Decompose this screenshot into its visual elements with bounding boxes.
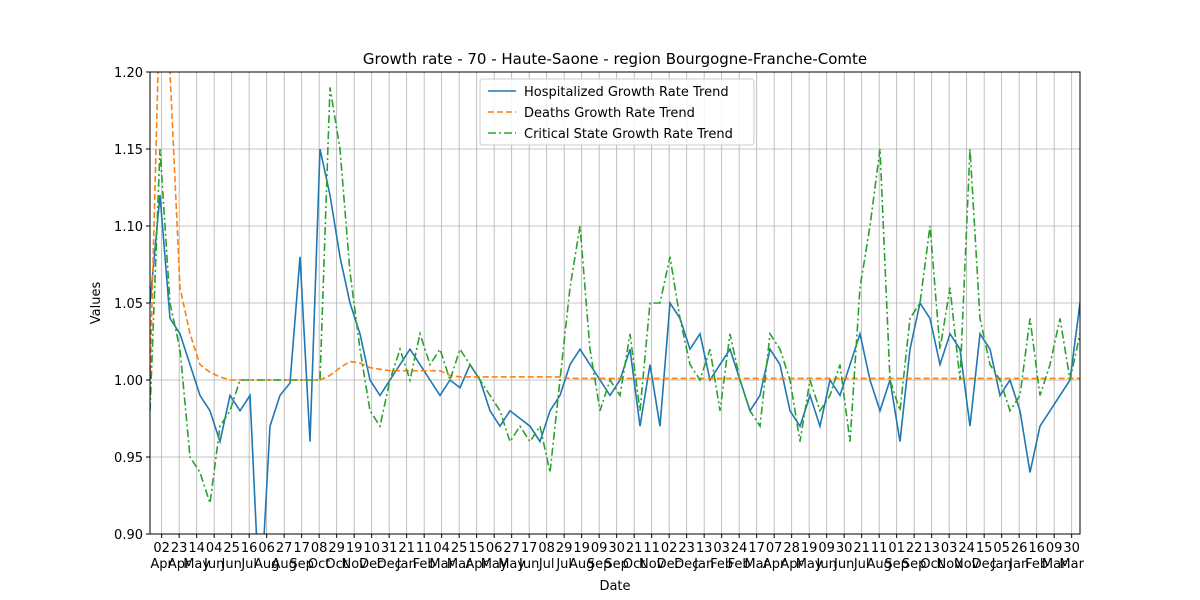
x-tick-label: 03 Nov xyxy=(936,541,962,572)
x-tick-label: 27 May xyxy=(498,541,525,572)
x-tick-label: 23 Apr xyxy=(168,541,191,572)
x-tick-label: 17 Jun xyxy=(518,541,539,572)
x-tick-label: 22 Sep xyxy=(902,541,927,572)
x-axis-label: Date xyxy=(599,579,630,594)
x-tick-label: 11 Nov xyxy=(639,541,665,572)
x-tick-label: 05 Jan xyxy=(991,541,1012,572)
x-tick-label: 17 Mar xyxy=(744,541,769,572)
x-tick-label: 21 Jul xyxy=(853,541,870,572)
y-tick-label: 1.10 xyxy=(114,220,143,235)
x-tick-label: 30 Mar xyxy=(1059,541,1084,572)
x-tick-label: 24 Nov xyxy=(954,541,980,572)
x-tick-label: 24 Feb xyxy=(728,541,751,572)
x-tick-label: 09 Jun xyxy=(816,541,837,572)
x-tick-label: 31 Dec xyxy=(377,541,402,572)
x-tick-label: 25 Mar xyxy=(447,541,472,572)
x-tick-label: 19 Aug xyxy=(569,541,594,572)
x-tick-label: 01 Sep xyxy=(884,541,909,572)
y-tick-label: 0.90 xyxy=(114,528,143,543)
legend-box xyxy=(479,78,755,146)
x-tick-label: 11 Aug xyxy=(866,541,891,572)
x-tick-label: 30 Sep xyxy=(604,541,629,572)
x-tick-label: 02 Apr xyxy=(150,541,173,572)
y-axis-label: Values xyxy=(89,282,104,325)
legend-label: Hospitalized Growth Rate Trend xyxy=(524,85,729,100)
x-tick-label: 06 May xyxy=(481,541,508,572)
x-tick-label: 04 Jun xyxy=(203,541,224,572)
x-tick-label: 15 Apr xyxy=(465,541,488,572)
x-tick-label: 28 Apr xyxy=(780,541,803,572)
x-tick-label: 15 Dec xyxy=(972,541,997,572)
y-tick-label: 1.05 xyxy=(114,297,143,312)
x-tick-label: 08 Oct xyxy=(308,541,330,572)
x-tick-label: 29 Oct xyxy=(325,541,347,572)
legend: Hospitalized Growth Rate Trend Deaths Gro… xyxy=(479,78,755,146)
x-tick-label: 13 Oct xyxy=(920,541,942,572)
x-tick-label: 08 Jul xyxy=(538,541,555,572)
x-tick-label: 13 Jan xyxy=(693,541,714,572)
plot-lines xyxy=(150,72,1080,534)
x-tick-label: 16 Feb xyxy=(1025,541,1048,572)
x-tick-label: 26 Jan xyxy=(1008,541,1029,572)
x-tick-label: 04 Mar xyxy=(429,541,454,572)
legend-label: Deaths Growth Rate Trend xyxy=(524,106,695,121)
plot-frame xyxy=(149,71,1081,535)
x-tick-label: 23 Dec xyxy=(674,541,699,572)
series-line xyxy=(150,72,1080,381)
x-tick-label: 07 Apr xyxy=(763,541,786,572)
x-tick-label: 03 Feb xyxy=(710,541,733,572)
x-tick-label: 27 Aug xyxy=(271,541,296,572)
series-line xyxy=(150,87,1080,504)
x-tick-label: 21 Oct xyxy=(623,541,645,572)
y-tick-label: 1.15 xyxy=(114,143,143,158)
x-tick-label: 19 May xyxy=(796,541,823,572)
y-tick-label: 1.20 xyxy=(114,66,143,81)
x-tick-label: 17 Sep xyxy=(289,541,314,572)
x-tick-label: 30 Jun xyxy=(833,541,854,572)
x-tick-label: 16 Jul xyxy=(240,541,257,572)
x-tick-label: 21 Jan xyxy=(396,541,417,572)
x-tick-label: 29 Jul xyxy=(555,541,572,572)
x-tick-label: 11 Feb xyxy=(413,541,436,572)
x-tick-label: 10 Dec xyxy=(359,541,384,572)
chart-title: Growth rate - 70 - Haute-Saone - region … xyxy=(363,50,867,68)
x-tick-label: 14 May xyxy=(183,541,210,572)
y-tick-label: 1.00 xyxy=(114,374,143,389)
x-tick-label: 09 Mar xyxy=(1042,541,1067,572)
x-tick-label: 06 Aug xyxy=(254,541,279,572)
x-tick-label: 19 Nov xyxy=(341,541,367,572)
x-tick-label: 25 Jun xyxy=(221,541,242,572)
x-tick-label: 02 Dec xyxy=(657,541,682,572)
legend-label: Critical State Growth Rate Trend xyxy=(524,127,733,142)
x-tick-label: 09 Sep xyxy=(587,541,612,572)
y-tick-label: 0.95 xyxy=(114,451,143,466)
